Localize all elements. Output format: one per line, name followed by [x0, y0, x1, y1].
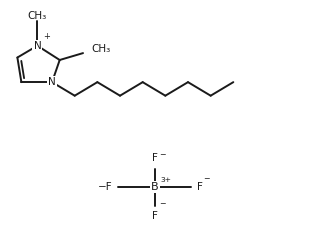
Text: +: +	[43, 32, 50, 41]
Text: N: N	[34, 41, 41, 51]
Text: F: F	[152, 153, 158, 163]
Text: 3+: 3+	[161, 177, 172, 183]
Text: −: −	[159, 199, 166, 208]
Text: −: −	[159, 150, 166, 159]
Text: −F: −F	[98, 182, 113, 192]
Text: −: −	[203, 174, 210, 183]
Text: CH₃: CH₃	[91, 44, 111, 54]
Text: N: N	[48, 77, 56, 87]
Text: CH₃: CH₃	[28, 11, 47, 21]
Text: F: F	[197, 182, 203, 192]
Text: F: F	[152, 211, 158, 221]
Text: B: B	[151, 182, 159, 192]
